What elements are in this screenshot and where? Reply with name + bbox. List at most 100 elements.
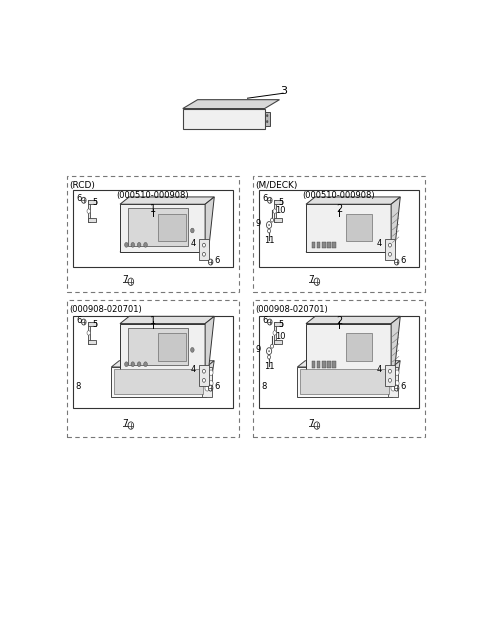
- Circle shape: [131, 242, 134, 247]
- Text: 11: 11: [264, 237, 275, 246]
- Circle shape: [191, 347, 194, 353]
- Circle shape: [191, 228, 194, 233]
- Polygon shape: [120, 324, 205, 371]
- Text: 8: 8: [262, 382, 267, 391]
- Bar: [259, 317, 419, 408]
- Bar: [388, 367, 398, 397]
- Polygon shape: [87, 200, 90, 222]
- Polygon shape: [120, 204, 205, 252]
- Polygon shape: [205, 316, 214, 371]
- Polygon shape: [87, 218, 96, 222]
- Text: 3: 3: [280, 86, 287, 96]
- Polygon shape: [298, 367, 392, 397]
- Circle shape: [395, 259, 399, 265]
- Circle shape: [267, 355, 271, 359]
- Bar: [73, 190, 233, 267]
- Circle shape: [267, 229, 271, 233]
- Polygon shape: [120, 197, 214, 204]
- Bar: [203, 367, 212, 397]
- Text: 1: 1: [150, 204, 156, 214]
- Circle shape: [205, 385, 209, 391]
- Circle shape: [209, 381, 213, 386]
- Circle shape: [388, 378, 391, 382]
- Text: 2: 2: [336, 316, 342, 326]
- Text: 7: 7: [308, 419, 314, 428]
- Polygon shape: [274, 322, 282, 326]
- Circle shape: [144, 242, 147, 247]
- Bar: [199, 365, 209, 386]
- Text: 1: 1: [150, 316, 156, 326]
- Polygon shape: [306, 316, 400, 324]
- Text: (000510-000908): (000510-000908): [117, 192, 189, 201]
- Bar: [327, 242, 331, 249]
- Circle shape: [314, 278, 320, 285]
- Polygon shape: [306, 368, 395, 371]
- Polygon shape: [183, 108, 264, 129]
- Polygon shape: [205, 197, 214, 252]
- Bar: [312, 242, 315, 249]
- Circle shape: [268, 224, 270, 226]
- Polygon shape: [347, 214, 372, 241]
- Circle shape: [267, 197, 272, 203]
- Circle shape: [87, 331, 90, 335]
- Circle shape: [128, 422, 133, 429]
- Text: 6: 6: [400, 256, 406, 265]
- Bar: [252, 300, 425, 437]
- Bar: [317, 361, 321, 368]
- Bar: [385, 365, 395, 386]
- Polygon shape: [298, 361, 400, 367]
- Circle shape: [391, 373, 396, 379]
- Polygon shape: [392, 361, 400, 397]
- Polygon shape: [274, 322, 276, 344]
- Circle shape: [267, 319, 272, 325]
- Text: 10: 10: [275, 332, 286, 341]
- Text: 11: 11: [264, 362, 275, 371]
- Circle shape: [395, 370, 399, 376]
- Circle shape: [271, 344, 274, 348]
- Polygon shape: [114, 369, 204, 394]
- Circle shape: [125, 242, 128, 247]
- Circle shape: [273, 331, 276, 335]
- Circle shape: [209, 370, 213, 376]
- Text: 6: 6: [262, 194, 267, 203]
- Polygon shape: [274, 200, 276, 222]
- Polygon shape: [120, 316, 214, 324]
- Polygon shape: [391, 316, 400, 371]
- Text: 2: 2: [336, 204, 342, 214]
- Polygon shape: [87, 322, 90, 344]
- Bar: [322, 361, 325, 368]
- Polygon shape: [158, 333, 186, 361]
- Polygon shape: [306, 248, 395, 252]
- Text: 9: 9: [256, 345, 261, 354]
- Text: 7: 7: [122, 419, 128, 428]
- Circle shape: [144, 362, 147, 367]
- Text: (000510-000908): (000510-000908): [303, 192, 375, 201]
- Circle shape: [388, 253, 391, 256]
- Polygon shape: [206, 361, 214, 397]
- Circle shape: [266, 120, 268, 123]
- Circle shape: [128, 278, 133, 285]
- Circle shape: [268, 350, 270, 352]
- Text: 4: 4: [377, 239, 382, 248]
- Text: 6: 6: [76, 194, 81, 203]
- Circle shape: [137, 362, 141, 367]
- Text: 8: 8: [76, 382, 81, 391]
- Text: 6: 6: [215, 256, 220, 265]
- Polygon shape: [183, 99, 279, 108]
- Bar: [67, 300, 240, 437]
- Polygon shape: [274, 340, 282, 344]
- Polygon shape: [111, 361, 214, 367]
- Text: 5: 5: [278, 198, 283, 207]
- Text: 5: 5: [278, 319, 283, 329]
- Text: 7: 7: [308, 275, 314, 285]
- Polygon shape: [87, 340, 96, 344]
- Circle shape: [266, 114, 268, 117]
- Polygon shape: [391, 197, 400, 252]
- Text: 4: 4: [377, 365, 382, 374]
- Circle shape: [388, 243, 391, 247]
- Text: (RCD): (RCD): [70, 181, 96, 190]
- Polygon shape: [128, 208, 188, 246]
- Polygon shape: [306, 197, 400, 204]
- Polygon shape: [347, 333, 372, 361]
- Polygon shape: [274, 218, 282, 222]
